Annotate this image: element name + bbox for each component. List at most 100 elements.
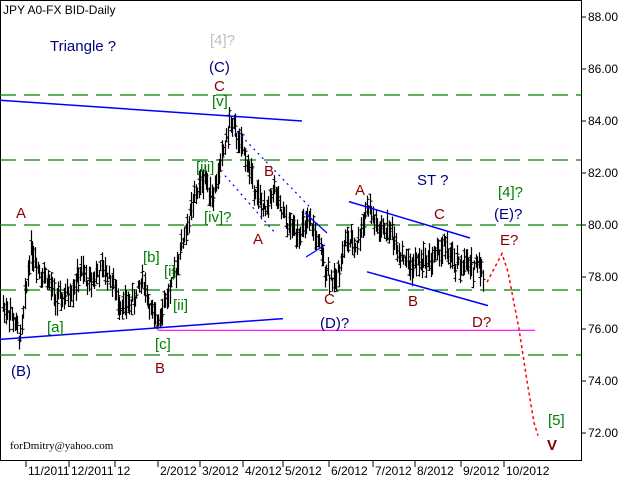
wave-label: C: [434, 206, 445, 223]
y-tick-label: 84.00: [588, 114, 618, 128]
price-bar: [288, 212, 293, 240]
x-tick-label: 3/2012: [202, 464, 239, 478]
price-bar: [394, 233, 399, 255]
price-bar: [45, 279, 50, 291]
price-bar: [105, 273, 110, 291]
wave-label: C: [214, 78, 225, 95]
price-bar: [420, 258, 425, 279]
wave-label: A: [253, 231, 263, 248]
x-tick-label: 10/2012: [506, 464, 550, 478]
price-bar: [345, 226, 350, 252]
price-bar: [63, 283, 68, 305]
price-bar: [479, 258, 484, 278]
trendline-triangle-lower: [0, 317, 284, 341]
price-bar: [27, 255, 32, 276]
wave-label: A: [16, 205, 26, 222]
price-bar: [469, 247, 474, 277]
wave-label: [4]?: [498, 184, 523, 201]
price-bar: [233, 113, 238, 137]
price-bar: [453, 264, 458, 282]
price-bar: [24, 281, 29, 294]
wave-label: [5]: [548, 412, 565, 429]
watermark: forDmitry@yahoo.com: [10, 440, 114, 452]
wave-label: E?: [500, 232, 518, 249]
x-tick-label: 5/2012: [285, 464, 322, 478]
price-bar: [218, 153, 223, 172]
wave-label: [iii]: [196, 159, 214, 176]
wave-label: B: [264, 163, 274, 180]
price-bar: [134, 289, 139, 298]
price-bar: [250, 163, 255, 189]
wave-label: [v]: [212, 93, 228, 110]
price-bar: [59, 292, 64, 311]
price-bar: [52, 278, 57, 307]
price-bar: [187, 216, 192, 234]
price-bar: [432, 245, 437, 263]
price-bar: [168, 279, 173, 304]
price-bar: [34, 257, 39, 284]
y-tick-label: 82.00: [588, 166, 618, 180]
y-tick-label: 74.00: [588, 374, 618, 388]
x-tick-label: 6/2012: [331, 464, 368, 478]
price-bar: [226, 126, 231, 149]
wave-label: (C): [209, 59, 230, 76]
price-bar: [49, 272, 54, 301]
price-bar: [43, 267, 48, 284]
price-bar: [65, 278, 70, 295]
price-bar: [158, 308, 163, 328]
price-bar: [211, 186, 216, 212]
price-bar: [140, 264, 145, 288]
price-bar: [242, 146, 247, 156]
price-bar: [11, 313, 16, 333]
price-bar: [181, 237, 186, 249]
price-bar: [421, 241, 426, 268]
trendline-st-upper: [348, 200, 471, 239]
price-bar: [400, 240, 405, 262]
price-bar: [346, 230, 351, 253]
price-bar: [285, 223, 290, 238]
price-bar: [458, 259, 463, 284]
price-bar: [20, 314, 25, 334]
price-bar: [133, 296, 138, 307]
price-bar: [321, 247, 326, 267]
price-bar: [197, 170, 202, 199]
y-tick-label: 88.00: [588, 10, 618, 24]
x-tick-label: 2/2012: [160, 464, 197, 478]
price-bar: [243, 149, 248, 172]
x-tick-label: 8/2012: [417, 464, 454, 478]
wave-label: B: [155, 360, 165, 377]
price-bar: [384, 227, 389, 242]
wave-label: [iv]?: [204, 209, 232, 226]
y-tick-label: 78.00: [588, 270, 618, 284]
price-bar: [178, 242, 183, 260]
wave-label: (B): [11, 363, 31, 380]
chart-title: JPY A0-FX BID-Daily: [3, 3, 115, 17]
wave-label: [c]: [155, 336, 171, 353]
wave-label: (E)?: [494, 206, 522, 223]
price-bar: [7, 311, 12, 333]
wave-label: A: [355, 182, 365, 199]
price-bar: [268, 188, 273, 204]
price-bar: [481, 270, 486, 292]
price-bar: [130, 282, 135, 302]
price-bar: [46, 269, 51, 289]
price-bar: [223, 140, 228, 155]
price-bar: [220, 140, 225, 167]
price-bar: [256, 179, 261, 209]
price-bar: [294, 228, 299, 249]
price-bar: [266, 196, 271, 218]
small-triangle-upper: [304, 212, 328, 234]
price-bar: [116, 288, 121, 316]
price-bar: [184, 223, 189, 246]
wave-label: B: [408, 293, 418, 310]
price-bar: [97, 269, 102, 288]
price-bar: [172, 256, 177, 278]
x-tick-label: 4/2012: [245, 464, 282, 478]
wave-label: Triangle ?: [50, 38, 116, 55]
price-bar: [311, 214, 316, 241]
price-bar: [160, 298, 165, 326]
price-bar: [349, 223, 354, 244]
price-bar: [326, 256, 331, 275]
wave-label: (D)?: [320, 315, 349, 332]
